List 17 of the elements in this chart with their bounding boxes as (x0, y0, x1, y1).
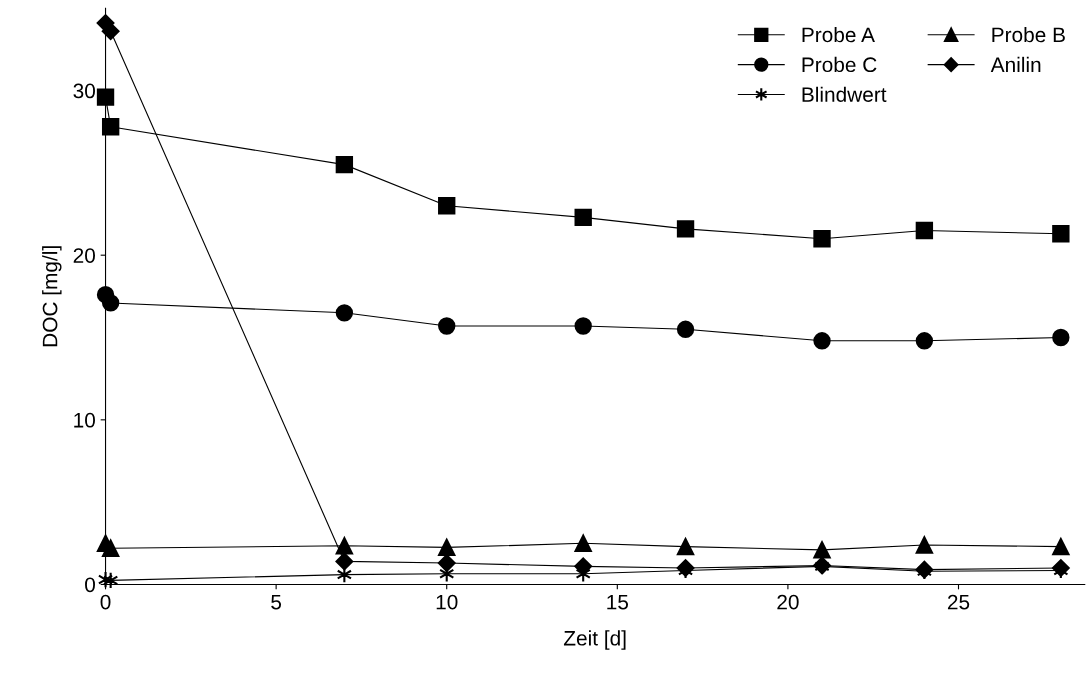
legend-label: Blindwert (802, 86, 887, 102)
legend-label: Probe A (802, 26, 875, 43)
x-tick-label: 5 (271, 594, 282, 610)
y-axis-title: DOC [mg/l] (42, 246, 62, 347)
x-tick-label: 20 (777, 594, 799, 610)
x-tick-label: 25 (947, 594, 970, 610)
legend-label: Probe B (992, 26, 1065, 43)
y-tick-label: 20 (73, 248, 95, 263)
x-tick-label: 15 (607, 594, 629, 610)
y-tick-label: 10 (74, 412, 95, 428)
x-axis-title: Zeit [d] (563, 630, 626, 650)
legend-label: Anilin (990, 56, 1041, 72)
x-tick-label: 10 (436, 594, 458, 610)
y-tick-label: 30 (73, 83, 95, 99)
y-tick-label: 0 (85, 577, 95, 593)
legend-label: Probe C (802, 56, 877, 73)
x-tick-label: 0 (100, 594, 111, 610)
